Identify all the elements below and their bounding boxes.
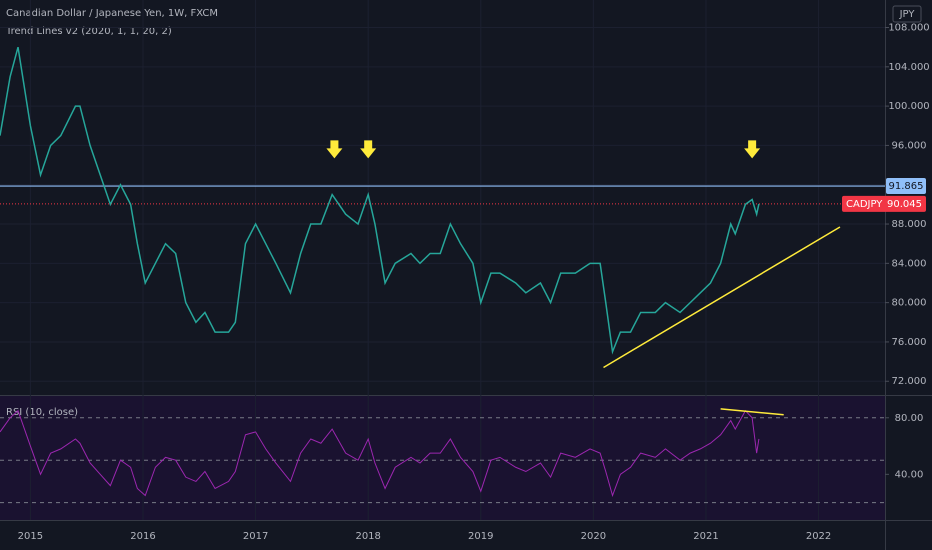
y-tick-label: 108.000	[888, 23, 929, 34]
x-tick-label: 2016	[130, 531, 155, 542]
series-name-label: CADJPY	[846, 199, 883, 210]
price-line	[0, 46, 760, 355]
y-tick-label: 84.000	[892, 258, 927, 269]
rsi-tick-label: 40.00	[895, 469, 924, 480]
y-tick-label: 76.000	[892, 337, 927, 348]
chart-title: Canadian Dollar / Japanese Yen, 1W, FXCM	[6, 8, 218, 19]
rsi-title: RSI (10, close)	[6, 407, 78, 418]
x-tick-label: 2017	[243, 531, 268, 542]
indicator-label: Trend Lines v2 (2020, 1, 1, 20, 2)	[5, 26, 172, 37]
trend-line	[603, 226, 841, 369]
last-price-box	[842, 195, 926, 212]
rsi-tick-label: 80.00	[895, 413, 924, 424]
currency-box	[892, 5, 922, 23]
y-tick-label: 72.000	[892, 376, 927, 387]
x-tick-label: 2020	[581, 531, 606, 542]
x-tick-label: 2022	[806, 531, 831, 542]
rsi-line	[0, 409, 760, 498]
x-tick-label: 2015	[18, 531, 43, 542]
last-price-label: 90.045	[887, 199, 922, 210]
y-tick-label: 100.000	[888, 101, 929, 112]
y-tick-label: 104.000	[888, 62, 929, 73]
y-tick-label: 88.000	[892, 219, 927, 230]
y-tick-label: 80.000	[892, 298, 927, 309]
arrow	[744, 140, 761, 159]
level-label-box	[886, 178, 926, 195]
x-tick-label: 2021	[693, 531, 718, 542]
arrow	[326, 140, 343, 159]
rsi-pane	[0, 396, 885, 520]
rsi-trend-line	[720, 408, 784, 416]
arrow	[360, 140, 377, 159]
level-label: 91.865	[889, 181, 924, 192]
x-tick-label: 2018	[355, 531, 380, 542]
x-tick-label: 2019	[468, 531, 493, 542]
y-tick-label: 96.000	[892, 140, 927, 151]
currency-label: JPY	[899, 9, 916, 20]
